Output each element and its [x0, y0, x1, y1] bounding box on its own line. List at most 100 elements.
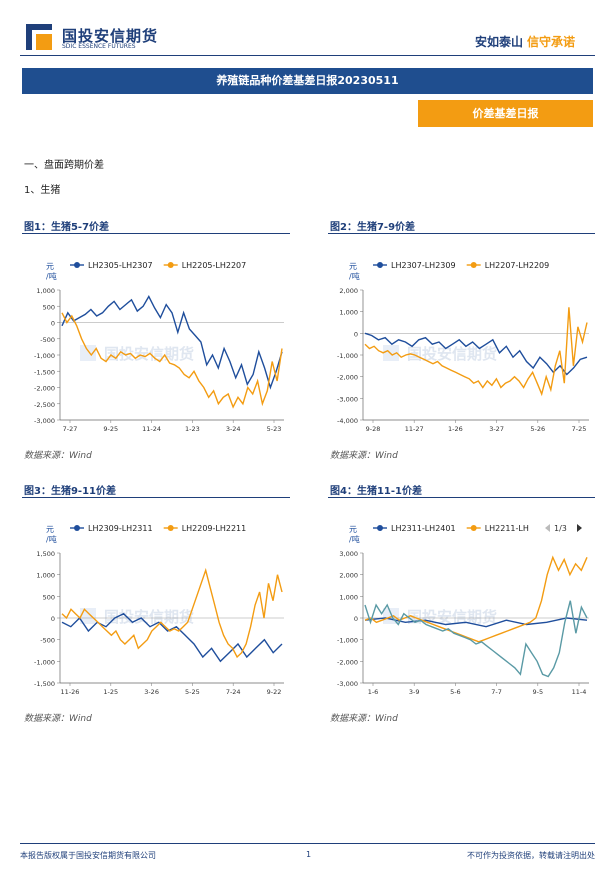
y-tick-label: -2,000: [337, 658, 358, 666]
series-line-1: [364, 332, 588, 376]
y-tick-label: -4,000: [337, 417, 358, 425]
figure-3-chart: 国投安信期货 元/吨 1,500 1,000 500 0 -500 -1,000 -1,500 1…: [34, 524, 284, 696]
y-tick-label: 500: [43, 593, 55, 601]
legend-marker: [470, 525, 477, 531]
x-tick-label: 5-6: [450, 688, 461, 696]
x-tick-label: 3-24: [226, 425, 241, 433]
figure-2-divider: [328, 233, 595, 234]
y-tick-label: -1,500: [34, 680, 55, 688]
series-line-2: [61, 312, 283, 409]
logo-english-text: SDIC ESSENCE FUTURES: [62, 43, 136, 50]
page-number: 1: [306, 850, 312, 859]
slogan-right: 信守承诺: [526, 35, 575, 49]
legend-marker: [167, 525, 174, 531]
y-tick-label: -2,500: [34, 401, 55, 409]
figure-1-divider: [22, 233, 290, 234]
y-axis-unit-top: 元: [46, 525, 54, 534]
y-tick-label: -3,000: [337, 395, 358, 403]
x-tick-label: 11-24: [142, 425, 161, 433]
figure-4-divider: [328, 497, 595, 498]
watermark-logo-icon: [80, 608, 96, 624]
x-tick-label: 11-27: [405, 425, 424, 433]
x-tick-label: 9-5: [532, 688, 543, 696]
section-heading: 一、盘面跨期价差: [24, 160, 104, 171]
figure-2-chart: 国投安信期货 元/吨 2,000 1,000 0 -1,000 -2,000 -3,000 -4…: [337, 261, 589, 433]
series-line-1: [364, 617, 588, 628]
watermark-text: 国投安信期货: [104, 608, 194, 626]
legend-marker: [377, 262, 383, 268]
legend-label: LH2305-LH2307: [88, 261, 153, 270]
legend-marker: [74, 525, 80, 531]
legend-label: LH2311-LH2401: [391, 524, 456, 533]
x-tick-label: 1-26: [448, 425, 463, 433]
y-tick-label: -500: [40, 637, 55, 645]
y-axis-unit-bottom: /吨: [349, 271, 360, 281]
footer-disclaimer: 不可作为投资依据，转载请注明出处: [467, 851, 595, 860]
x-tick-label: 7-24: [226, 688, 241, 696]
y-axis-unit-bottom: /吨: [349, 534, 360, 544]
legend-marker: [74, 262, 80, 268]
watermark-text: 国投安信期货: [407, 345, 497, 363]
x-tick-label: 5-26: [530, 425, 545, 433]
x-tick-label: 5-25: [185, 688, 200, 696]
y-axis-unit-bottom: /吨: [46, 271, 57, 281]
x-tick-label: 11-4: [572, 688, 587, 696]
series-line-3: [364, 600, 588, 678]
x-tick-label: 9-28: [366, 425, 381, 433]
figure-1-title: 图1：生猪5-7价差: [24, 222, 110, 233]
subsection-heading: 1、生猪: [24, 185, 61, 196]
y-tick-label: 500: [43, 303, 55, 311]
y-axis-unit-top: 元: [349, 525, 357, 534]
y-tick-label: 0: [354, 330, 358, 338]
x-tick-label: 7-7: [491, 688, 502, 696]
x-tick-label: 11-26: [61, 688, 80, 696]
y-tick-label: -2,000: [34, 385, 55, 393]
y-tick-label: 0: [51, 320, 55, 328]
x-tick-label: 3-26: [144, 688, 159, 696]
legend-label: LH2307-LH2309: [391, 261, 456, 270]
report-tag: 价差基差日报: [418, 100, 593, 127]
legend-label: LH2211-LH: [485, 524, 529, 533]
legend-label: LH2207-LH2209: [485, 261, 550, 270]
x-tick-label: 3-27: [489, 425, 504, 433]
legend-label: LH2309-LH2311: [88, 524, 153, 533]
y-tick-label: 1,000: [36, 287, 55, 295]
y-tick-label: -500: [40, 336, 55, 344]
y-tick-label: 2,000: [339, 572, 358, 580]
footer-divider: [20, 843, 595, 844]
x-tick-label: 7-27: [63, 425, 78, 433]
header-divider: [20, 55, 595, 56]
y-axis-unit-top: 元: [349, 262, 357, 271]
series-line-1: [61, 295, 283, 390]
slogan-left: 安如泰山: [474, 35, 523, 49]
x-tick-label: 3-9: [409, 688, 420, 696]
x-tick-label: 1-23: [185, 425, 200, 433]
pager-prev-icon[interactable]: [545, 524, 550, 532]
x-tick-label: 9-25: [103, 425, 118, 433]
y-axis-unit-top: 元: [46, 262, 54, 271]
pager-label: 1/3: [554, 524, 567, 533]
y-tick-label: 0: [51, 615, 55, 623]
y-tick-label: -1,000: [337, 352, 358, 360]
legend-marker: [377, 525, 383, 531]
y-tick-label: 1,000: [339, 593, 358, 601]
legend-marker: [470, 262, 477, 268]
y-tick-label: -3,000: [34, 417, 55, 425]
x-tick-label: 9-22: [267, 688, 282, 696]
x-tick-label: 1-6: [368, 688, 379, 696]
x-tick-label: 5-23: [267, 425, 282, 433]
y-tick-label: 2,000: [339, 287, 358, 295]
y-tick-label: -1,000: [337, 637, 358, 645]
y-axis-unit-bottom: /吨: [46, 534, 57, 544]
y-tick-label: -1,000: [34, 352, 55, 360]
figure-1-chart: 国投安信期货元/吨1,0005000-500-1,000-1,500-2,000…: [34, 261, 284, 433]
figure-2-title: 图2：生猪7-9价差: [330, 222, 416, 233]
pager-next-icon[interactable]: [577, 524, 582, 532]
y-tick-label: 0: [354, 615, 358, 623]
figure-4-chart: 国投安信期货元/吨3,0002,0001,0000-1,000-2,000-3,…: [337, 524, 589, 696]
footer-copyright: 本报告版权属于国投安信期货有限公司: [20, 851, 156, 860]
figure-2-source: 数据来源：Wind: [330, 451, 398, 461]
figure-3-source: 数据来源：Wind: [24, 714, 92, 724]
series-line-2: [364, 555, 588, 643]
figure-1-source: 数据来源：Wind: [24, 451, 92, 461]
